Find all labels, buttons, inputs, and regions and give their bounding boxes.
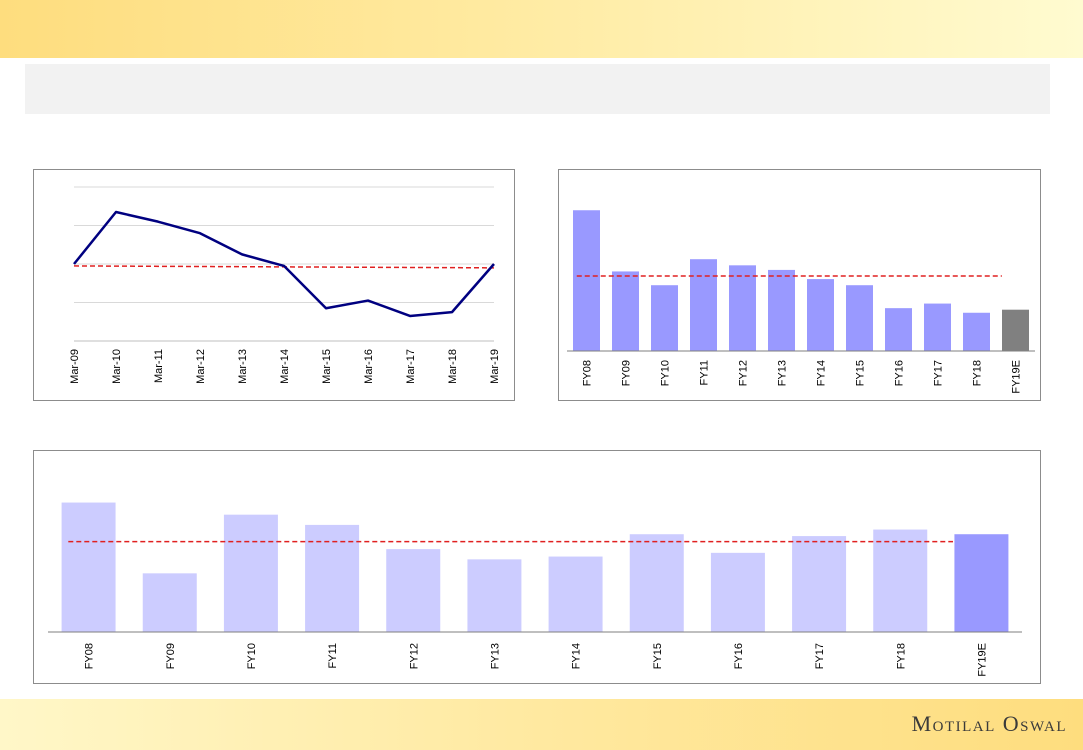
bar (924, 303, 951, 351)
x-tick-label: FY12 (738, 360, 750, 386)
bar (573, 210, 600, 351)
bar (710, 552, 765, 632)
x-tick-label: FY10 (660, 360, 672, 386)
bar-chart-panel-small: FY08 FY09 FY10 FY11 FY12 FY13 FY14 FY15 FY16 FY17… (558, 169, 1041, 401)
bar (612, 271, 639, 351)
bar (629, 534, 684, 632)
x-tick-label: FY14 (571, 643, 583, 669)
bar (142, 573, 197, 632)
bar (690, 259, 717, 351)
x-tick-label: FY09 (165, 643, 177, 669)
x-tick-label: Mar-10 (111, 349, 123, 384)
bar-chart-wide: FY08 FY09 FY10 FY11 FY12 FY13 FY14 FY15 FY16 FY17… (48, 502, 1022, 677)
x-tick-label: FY18 (972, 360, 984, 386)
x-tick-label: FY16 (733, 643, 745, 669)
bar (1002, 309, 1029, 351)
x-tick-label: Mar-18 (447, 349, 459, 384)
bar (651, 285, 678, 351)
bar (768, 269, 795, 351)
x-tick-label: FY09 (621, 360, 633, 386)
x-tick-label: Mar-15 (321, 349, 333, 384)
x-tick-label: Mar-14 (279, 349, 291, 384)
line-chart: Mar-09 Mar-10 Mar-11 Mar-12 Mar-13 Mar-14 Mar-… (69, 186, 501, 384)
x-tick-label: FY15 (652, 643, 664, 669)
x-tick-label: FY17 (814, 643, 826, 669)
x-tick-label: FY18 (895, 643, 907, 669)
bar (61, 502, 116, 632)
bar (954, 534, 1009, 632)
x-tick-label: FY15 (855, 360, 867, 386)
bar (305, 524, 360, 632)
footer-band (0, 699, 1083, 750)
line-chart-panel: Mar-09 Mar-10 Mar-11 Mar-12 Mar-13 Mar-14 Mar-… (33, 169, 515, 401)
bar (846, 285, 873, 351)
header-band (0, 0, 1083, 58)
x-tick-label: FY10 (246, 643, 258, 669)
bar (729, 265, 756, 351)
bar (386, 549, 441, 632)
bar-chart-small: FY08 FY09 FY10 FY11 FY12 FY13 FY14 FY15 FY16 FY17… (567, 210, 1035, 394)
x-tick-label: Mar-19 (489, 349, 501, 384)
bar (807, 279, 834, 351)
x-tick-label: FY17 (933, 360, 945, 386)
bar (963, 312, 990, 351)
bar (885, 308, 912, 351)
x-tick-label: FY08 (582, 360, 594, 386)
x-tick-label: Mar-11 (153, 349, 165, 383)
x-tick-label: FY13 (777, 360, 789, 386)
company-logo: Motilal Oswal (911, 711, 1067, 736)
x-tick-label: FY08 (84, 643, 96, 669)
x-tick-label: Mar-09 (69, 349, 81, 384)
series-line (73, 210, 495, 318)
bar-chart-panel-wide: FY08 FY09 FY10 FY11 FY12 FY13 FY14 FY15 FY16 FY17… (33, 450, 1041, 684)
bar (792, 536, 847, 632)
x-tick-label: FY19E (1011, 360, 1023, 394)
bar (873, 529, 928, 632)
x-tick-label: FY12 (408, 643, 420, 669)
x-tick-label: FY13 (489, 643, 501, 669)
x-tick-label: FY11 (327, 643, 339, 668)
x-tick-label: FY14 (816, 360, 828, 386)
x-tick-label: FY16 (894, 360, 906, 386)
bar (223, 514, 278, 632)
x-tick-label: FY11 (699, 360, 711, 385)
bar (467, 559, 522, 632)
x-tick-label: FY19E (976, 643, 988, 677)
bar (548, 556, 603, 632)
x-tick-label: Mar-17 (405, 349, 417, 384)
x-tick-label: Mar-13 (237, 349, 249, 384)
x-tick-label: Mar-12 (195, 349, 207, 384)
subtitle-band (25, 64, 1050, 114)
x-tick-label: Mar-16 (363, 349, 375, 384)
